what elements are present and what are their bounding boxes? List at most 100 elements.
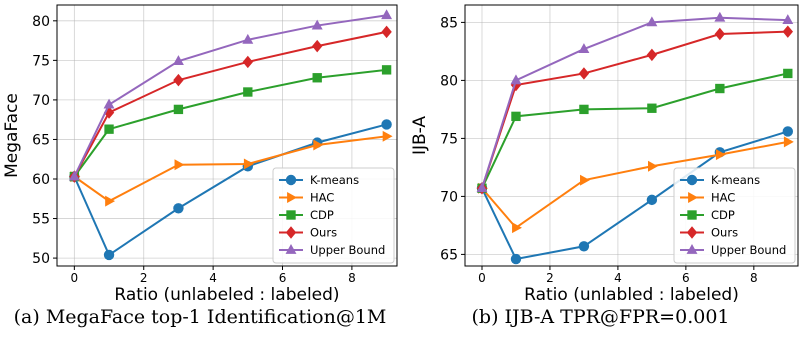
series-ours <box>69 25 392 183</box>
data-point-hac <box>174 159 185 171</box>
legend-megaface: K-means HAC CDP Ours Upper Bound <box>272 167 395 264</box>
data-point-upper <box>782 14 794 24</box>
data-point-upper <box>68 170 80 181</box>
legend-label-upper: Upper Bound <box>711 243 786 257</box>
data-point-cdp <box>381 65 392 75</box>
series-line-hac <box>481 140 788 230</box>
plot-frame-megaface <box>56 4 398 267</box>
legend-marker-upper <box>285 244 297 254</box>
legend-box <box>272 167 395 264</box>
grid-megaface <box>57 5 397 266</box>
data-point-upper <box>381 9 393 20</box>
data-point-hac <box>783 136 794 148</box>
y-tick-label: 85 <box>440 15 458 31</box>
data-point-cdp <box>715 83 725 94</box>
caption-ijba: (b) IJB-A TPR@FPR=0.001 <box>471 306 730 328</box>
data-point-kmeans <box>381 119 392 130</box>
legend-marker-kmeans <box>686 174 698 186</box>
series-upper <box>68 9 393 181</box>
legend-label-ours: Ours <box>310 226 337 240</box>
legend-label-hac: HAC <box>310 191 334 205</box>
legend-marker-hac <box>287 192 297 203</box>
x-tick-label: 4 <box>209 271 217 285</box>
data-point-ours <box>173 73 184 87</box>
data-point-cdp <box>173 104 184 115</box>
series-line-kmeans <box>481 130 789 261</box>
x-tick-label: 6 <box>279 271 287 285</box>
data-point-ours <box>381 25 392 39</box>
data-point-upper <box>646 16 658 27</box>
series-line-kmeans <box>73 123 387 257</box>
series-line-cdp <box>481 72 789 189</box>
grid-ijba <box>465 5 798 266</box>
x-tick-label: 2 <box>546 271 554 285</box>
y-tick-label: 75 <box>440 131 458 147</box>
x-tick-label: 8 <box>750 271 758 285</box>
data-point-cdp <box>511 111 521 122</box>
legend-marker-ours <box>686 226 698 239</box>
legend-box <box>673 167 796 264</box>
series-line-ours <box>73 30 387 178</box>
y-tick-label: 65 <box>32 132 50 148</box>
legend-label-cdp: CDP <box>310 208 334 222</box>
chart-megaface: 0 2 4 6 8 50 55 60 65 70 75 80 Ratio (unlabeled : la… <box>2 4 398 305</box>
data-point-upper <box>578 43 590 53</box>
data-point-cdp <box>647 103 657 113</box>
y-tick-label: 55 <box>32 212 50 228</box>
data-point-upper <box>510 74 522 85</box>
data-point-hac <box>313 139 324 151</box>
data-point-hac <box>715 149 726 161</box>
legend-label-upper: Upper Bound <box>310 243 385 257</box>
legend-marker-cdp <box>286 210 296 220</box>
data-point-cdp <box>783 68 793 79</box>
x-axis-title: Ratio (unlabeled : labeled) <box>114 285 339 305</box>
y-tick-label: 70 <box>32 93 50 109</box>
y-axis-title: MegaFace <box>2 93 22 178</box>
series-kmeans <box>69 119 392 261</box>
y-tick-label: 70 <box>440 189 458 205</box>
x-tick-label: 6 <box>682 271 690 285</box>
data-point-ours <box>714 27 726 41</box>
data-point-upper <box>714 11 726 22</box>
y-tick-label: 80 <box>440 73 458 89</box>
data-point-upper <box>242 33 254 44</box>
data-point-upper <box>103 98 115 109</box>
legend-marker-upper <box>686 244 698 254</box>
data-point-ours <box>646 48 658 62</box>
data-point-ours <box>312 39 323 53</box>
data-point-kmeans <box>646 194 658 206</box>
data-point-upper <box>172 55 184 66</box>
data-point-kmeans <box>103 249 115 261</box>
data-point-cdp <box>243 87 253 97</box>
x-tick-label: 8 <box>348 271 356 285</box>
y-tick-label: 50 <box>32 251 50 267</box>
data-point-hac <box>382 130 393 142</box>
x-tick-label: 0 <box>71 271 79 285</box>
data-point-hac <box>580 174 590 186</box>
caption-megaface: (a) MegaFace top-1 Identification@1M <box>13 306 387 328</box>
legend-marker-kmeans <box>285 174 297 186</box>
data-point-cdp <box>104 124 114 134</box>
series-line-hac <box>73 135 387 203</box>
data-point-upper <box>476 182 488 193</box>
legend-marker-cdp <box>687 210 697 220</box>
data-point-hac <box>243 158 254 170</box>
legend-label-ours: Ours <box>711 226 738 240</box>
x-tick-label: 0 <box>478 271 486 285</box>
y-tick-label: 80 <box>32 14 50 30</box>
data-point-upper <box>311 19 323 30</box>
series-line-upper <box>481 16 788 189</box>
data-point-ours <box>782 25 794 38</box>
y-tick-label: 60 <box>32 172 50 188</box>
data-point-hac <box>105 195 116 207</box>
data-point-ours <box>578 67 590 80</box>
data-point-ours <box>242 55 254 69</box>
y-tick-label: 75 <box>32 53 50 69</box>
chart-ijba: 0 2 4 6 8 65 70 75 80 85 Ratio (unlabled : labeled… <box>410 4 799 305</box>
data-point-cdp <box>579 104 589 115</box>
legend-label-cdp: CDP <box>711 208 735 222</box>
data-point-kmeans <box>510 253 522 265</box>
series-line-upper <box>73 14 387 178</box>
